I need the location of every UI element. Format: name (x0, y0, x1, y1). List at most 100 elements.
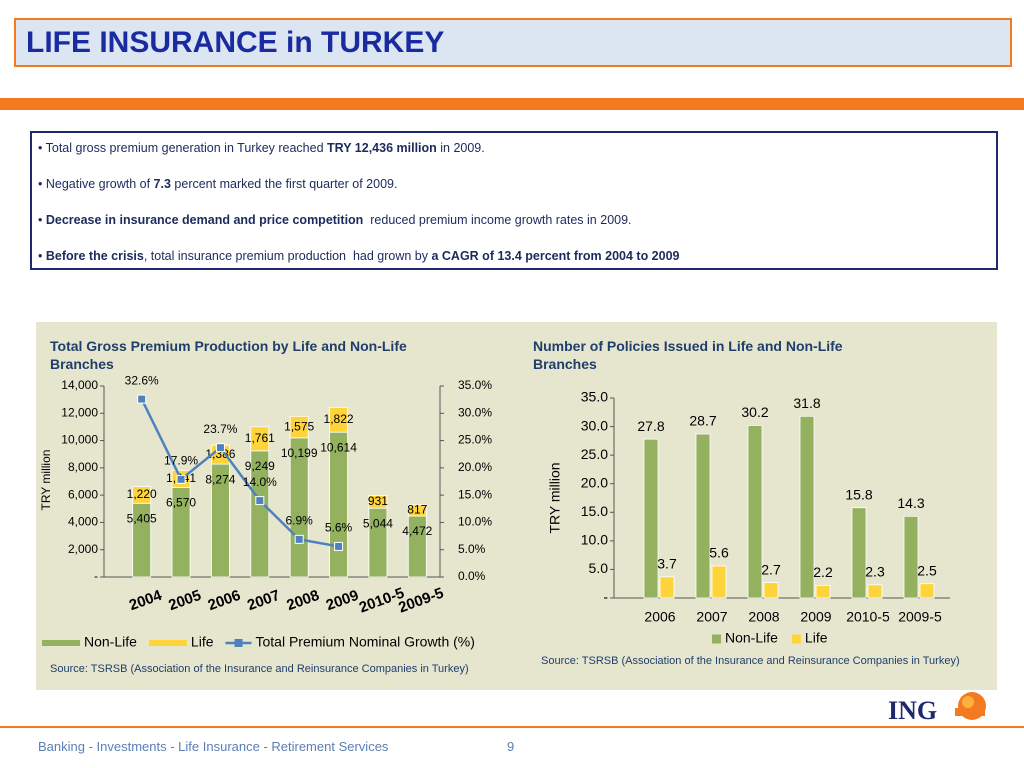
value-label: 6,570 (166, 496, 196, 510)
y-tick-label: 5.0 (589, 560, 609, 576)
line-marker (176, 474, 186, 484)
bullet: • Decrease in insurance demand and price… (38, 213, 996, 249)
y-tick-label: 10.0 (581, 532, 608, 548)
bar (851, 507, 867, 599)
bar (903, 515, 919, 599)
value-label: 2.3 (865, 564, 885, 580)
bar (711, 565, 727, 599)
legend-swatch (791, 634, 801, 644)
value-label: 931 (368, 494, 388, 508)
value-label: 28.7 (689, 413, 716, 429)
chart-source: Source: TSRSB (Association of the Insura… (541, 655, 960, 667)
y-tick-label: 8,000 (68, 460, 98, 474)
y-tick-label: 25.0 (581, 446, 608, 462)
line-marker (137, 394, 147, 404)
bar (289, 415, 309, 439)
value-label: 32.6% (125, 373, 159, 387)
value-label: 2.2 (813, 564, 833, 580)
lion-icon (955, 692, 986, 720)
bullet: • Negative growth of 7.3 percent marked … (38, 177, 996, 213)
orange-band (0, 98, 1024, 110)
chart-source: Source: TSRSB (Association of the Insura… (50, 663, 469, 675)
value-label: 27.8 (637, 418, 664, 434)
y-tick-label: 6,000 (68, 487, 98, 501)
bar (659, 576, 675, 599)
value-label: 14.3 (897, 495, 924, 511)
bullet-text: , total insurance premium production had… (143, 249, 432, 263)
value-label: 17.9% (164, 453, 198, 467)
value-label: 3.7 (657, 556, 677, 572)
value-label: 6.9% (286, 514, 314, 528)
legend-swatch (234, 639, 243, 647)
value-label: 2.7 (761, 561, 781, 577)
value-label: 4,472 (402, 524, 432, 538)
slide-title: LIFE INSURANCE in TURKEY (14, 18, 1012, 67)
y-tick-label: - (94, 569, 98, 583)
value-label: 31.8 (793, 395, 820, 411)
bullet-text: reduced premium income growth rates in 2… (363, 213, 632, 227)
chart-title: Number of Policies Issued in Life and No… (533, 338, 843, 372)
y-tick-label: 35.0 (581, 389, 608, 405)
legend-label: Life (191, 634, 214, 650)
y2-tick-label: 10.0% (458, 515, 492, 529)
value-label: 1,822 (324, 412, 354, 426)
bullet: • Total gross premium generation in Turk… (38, 141, 996, 177)
value-label: 5,044 (363, 516, 393, 530)
bar (747, 425, 763, 599)
y2-tick-label: 5.0% (458, 542, 486, 556)
y2-tick-label: 30.0% (458, 405, 492, 419)
line (140, 398, 339, 548)
value-label: 10,199 (281, 446, 318, 460)
value-label: 10,614 (320, 440, 357, 454)
bar (407, 504, 427, 517)
bullet-text: Decrease in insurance demand and price c… (45, 213, 364, 227)
bar (867, 584, 883, 599)
value-label: 15.8 (845, 486, 872, 502)
y2-tick-label: 15.0% (458, 487, 492, 501)
bar (368, 495, 388, 509)
y-tick-label: 30.0 (581, 417, 608, 433)
chart-title: Total Gross Premium Production by Life a… (50, 338, 407, 372)
y2-tick-label: 25.0% (458, 433, 492, 447)
bullet-text: Before the crisis (45, 249, 144, 263)
x-tick-label: 2009 (800, 609, 831, 625)
bullet-text: • Total gross premium generation in Turk… (38, 141, 328, 155)
bullet-text: 7.3 (153, 177, 171, 191)
legend-swatch (712, 634, 721, 644)
value-label: 1,761 (245, 431, 275, 445)
y-tick-label: 15.0 (581, 503, 608, 519)
value-label: 2.5 (917, 562, 937, 578)
value-label: 1,220 (127, 487, 157, 501)
y-tick-label: 2,000 (68, 542, 98, 556)
y2-tick-label: 20.0% (458, 460, 492, 474)
legend-label: Life (805, 630, 828, 646)
bullet: • Before the crisis, total insurance pre… (38, 249, 996, 285)
y-axis-label: TRY million (547, 462, 563, 533)
line-marker (255, 496, 265, 506)
y-tick-label: 20.0 (581, 474, 608, 490)
y-tick-label: 12,000 (61, 405, 98, 419)
line-marker (215, 443, 225, 453)
legend-swatch (42, 640, 80, 646)
bar (329, 406, 348, 433)
bullet-box: • Total gross premium generation in Turk… (30, 131, 998, 270)
value-label: 30.2 (741, 404, 768, 420)
y-tick-label: - (603, 589, 608, 605)
bullet-text: in 2009. (436, 141, 485, 155)
bullet-text: • (38, 249, 46, 263)
logo: ING (888, 696, 938, 725)
bullet-text: a CAGR of 13.4 percent from 2004 to 2009 (431, 249, 680, 263)
legend-label: Non-Life (725, 630, 778, 646)
value-label: 817 (407, 503, 427, 517)
line-marker (294, 534, 304, 544)
value-label: 9,249 (245, 459, 275, 473)
y2-tick-label: 35.0% (458, 378, 492, 392)
x-tick-label: 2010-5 (846, 609, 890, 625)
value-label: 1,575 (284, 419, 314, 433)
bar (763, 582, 779, 599)
bar (919, 583, 935, 599)
value-label: 5.6% (325, 521, 353, 535)
x-tick-label: 2006 (644, 609, 675, 625)
bar (250, 426, 270, 452)
